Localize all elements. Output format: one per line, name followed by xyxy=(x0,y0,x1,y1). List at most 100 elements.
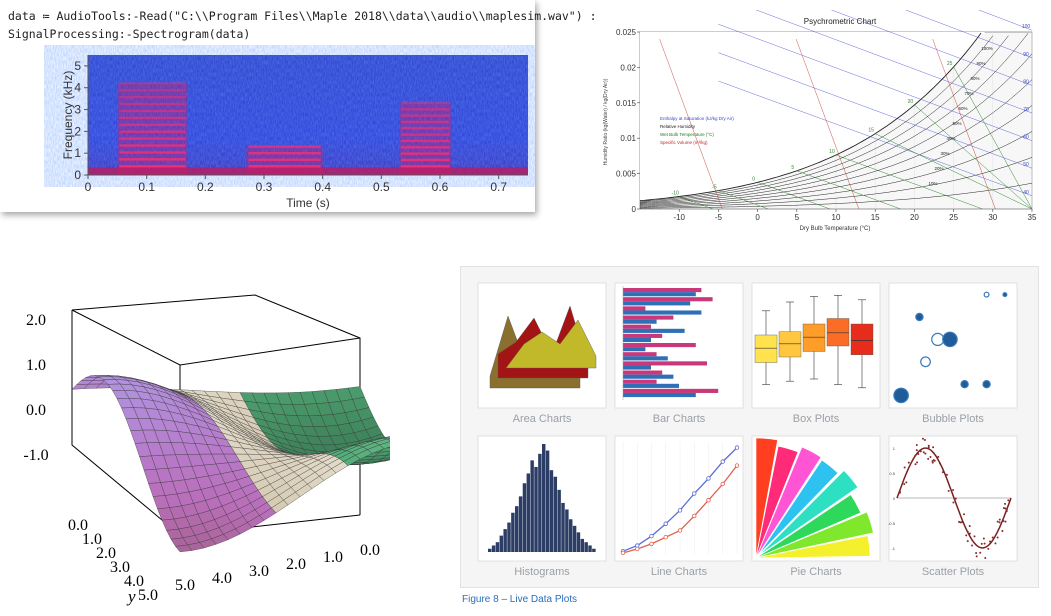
scatter-point xyxy=(932,446,935,449)
spectrogram-panel: data ≔ AudioTools:-Read("C:\\Program Fil… xyxy=(0,0,597,212)
harmonic-band xyxy=(119,116,186,120)
scatter-point xyxy=(922,451,925,454)
wet-bulb-line xyxy=(875,133,1033,210)
wet-bulb-line xyxy=(718,190,769,210)
histogram-bar xyxy=(561,502,565,552)
enthalpy-label: 60 xyxy=(1023,135,1029,141)
x-tick-label: 0.2 xyxy=(197,180,214,194)
histogram-bar xyxy=(507,522,511,552)
y-tick-label: 1 xyxy=(893,446,896,451)
harmonic-band xyxy=(400,133,450,136)
relative-humidity-curve xyxy=(639,32,982,202)
harmonic-band xyxy=(119,102,186,106)
scatter-point xyxy=(960,521,963,524)
bar xyxy=(623,315,674,320)
x-tick-label: 20 xyxy=(910,213,919,222)
enthalpy-line xyxy=(755,10,1033,114)
x-tick-label: 0 xyxy=(755,213,760,222)
rh-label: 40% xyxy=(946,136,955,141)
x-tick-label: 0 xyxy=(85,180,92,194)
harmonic-band xyxy=(119,151,186,154)
wet-bulb-label: 10 xyxy=(829,149,835,155)
gallery-thumbnail: Pie Charts xyxy=(751,435,881,578)
scatter-point xyxy=(994,542,997,545)
spectrogram-chart: 0 0.1 0.2 0.3 0.4 0.5 0.6 0.7 0 1 2 3 4 5 Time (s) Fr… xyxy=(61,55,528,210)
line-point xyxy=(635,546,640,552)
x-tick-label: 0.5 xyxy=(373,180,390,194)
scatter-point xyxy=(1002,506,1005,509)
histogram-bar xyxy=(534,466,538,552)
legend-relative-humidity: Relative Humidity xyxy=(660,124,696,129)
v-tick-label: 2.0 xyxy=(286,556,306,573)
low-frequency-band xyxy=(88,167,528,175)
histogram-bar xyxy=(553,476,558,552)
histogram-bar xyxy=(491,545,496,552)
relative-humidity-curve xyxy=(639,35,993,202)
histogram-bar xyxy=(572,525,577,552)
gallery-thumbnails: Area Charts Bar Charts Box Plots Bubble Plo… xyxy=(477,282,1018,578)
harmonic-band xyxy=(248,165,321,168)
surface-3d-plot: -1.00.01.02.00.01.02.03.04.05.05.0 4.0 3.0… xyxy=(23,294,390,606)
line-point xyxy=(663,521,668,526)
bar xyxy=(623,324,651,329)
harmonic-band xyxy=(119,109,186,113)
harmonic-band xyxy=(119,165,186,168)
psychrometric-legend: Enthalpy at Saturation (kJ/kg Dry Air) R… xyxy=(660,116,734,145)
x-tick-label: -5 xyxy=(715,213,723,222)
scatter-point xyxy=(929,455,932,458)
scatter-point xyxy=(965,534,968,537)
specific-volume-line xyxy=(932,38,996,210)
scatter-point xyxy=(1004,520,1007,523)
box xyxy=(778,331,802,358)
scatter-point xyxy=(968,532,971,535)
gallery-caption: Figure 8 – Live Data Plots xyxy=(462,594,578,605)
gallery-thumbnail: Area Charts xyxy=(477,282,607,425)
scatter-point xyxy=(952,488,955,491)
line-point xyxy=(706,476,711,481)
line-point xyxy=(649,541,654,547)
harmonic-band xyxy=(248,145,321,148)
relative-humidity-curve xyxy=(639,182,1033,209)
rh-label: 50% xyxy=(952,121,961,126)
line-point xyxy=(677,508,683,513)
wet-bulb-label: 5 xyxy=(791,165,794,171)
thumbnail-label: Histograms xyxy=(514,566,570,578)
histogram-bar xyxy=(518,496,523,552)
y-tick-label: 0.005 xyxy=(616,170,637,179)
y-tick-label: 5 xyxy=(74,59,81,73)
harmonic-band xyxy=(400,114,450,117)
enthalpy-label: 100 xyxy=(1022,24,1031,30)
scatter-point xyxy=(905,481,908,484)
relative-humidity-curve xyxy=(639,131,1033,207)
gallery-thumbnail: Box Plots xyxy=(751,282,881,425)
scatter-point xyxy=(996,520,999,523)
bar xyxy=(623,374,674,379)
bar xyxy=(623,319,657,324)
histogram-bar xyxy=(526,473,531,552)
pie-slice xyxy=(755,437,778,559)
harmonic-band xyxy=(119,95,186,99)
scatter-point xyxy=(975,555,978,558)
spectrogram-x-label: Time (s) xyxy=(286,196,330,210)
harmonic-band xyxy=(119,82,186,85)
bar xyxy=(623,288,702,293)
specific-volume-line xyxy=(659,38,723,210)
harmonic-band xyxy=(400,101,450,105)
y-tick-label: 0 xyxy=(74,168,81,182)
x-tick-label: 0.3 xyxy=(256,180,273,194)
x-tick-label: 0.1 xyxy=(138,180,155,194)
bar xyxy=(623,356,668,361)
bubble xyxy=(983,291,990,298)
pie-slice xyxy=(755,446,822,559)
thumbnail-label: Line Charts xyxy=(651,566,708,578)
rh-label: 100% xyxy=(981,46,993,51)
histogram-bar xyxy=(565,509,569,552)
histogram-bar xyxy=(522,483,527,552)
bubble xyxy=(920,356,931,368)
bar xyxy=(623,310,702,315)
bar xyxy=(623,379,657,384)
v-tick-label: 5.0 xyxy=(175,577,195,594)
harmonic-band xyxy=(400,165,450,168)
scatter-point xyxy=(952,501,955,504)
scatter-point xyxy=(941,471,944,474)
